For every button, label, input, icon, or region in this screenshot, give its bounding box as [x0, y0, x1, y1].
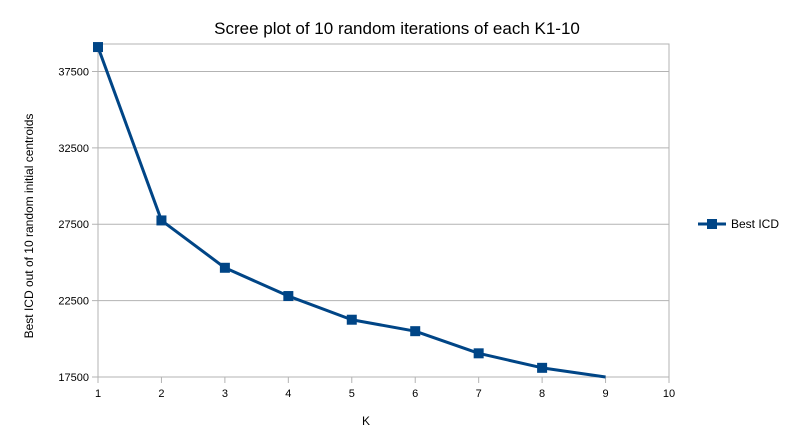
- x-tick-label: 5: [349, 388, 355, 400]
- plot-area-border: [97, 43, 670, 378]
- data-point-marker: [156, 215, 167, 226]
- x-tick-label: 8: [539, 388, 545, 400]
- legend: Best ICD: [698, 217, 779, 231]
- data-point-marker: [346, 314, 357, 325]
- y-axis-label: Best ICD out of 10 random initial centro…: [22, 114, 36, 339]
- series-best-icd: [93, 42, 606, 379]
- x-tick-label: 3: [222, 388, 228, 400]
- x-tick-label: 6: [412, 388, 418, 400]
- data-point-marker: [219, 262, 230, 273]
- data-point-marker: [537, 362, 548, 373]
- data-point-marker: [283, 291, 294, 302]
- y-tick-label: 17500: [58, 372, 89, 384]
- x-axis-ticks: 1 2 3 4 5 6 7 8 9 10: [95, 377, 675, 400]
- x-tick-label: 4: [285, 388, 291, 400]
- legend-label-best-icd: Best ICD: [731, 217, 779, 231]
- x-axis-label: K: [362, 414, 370, 428]
- y-tick-label: 37500: [58, 66, 89, 78]
- data-point-marker: [410, 326, 421, 337]
- data-point-marker: [93, 42, 103, 53]
- x-tick-label: 9: [602, 388, 608, 400]
- x-tick-label: 1: [95, 388, 101, 400]
- x-tick-label: 7: [476, 388, 482, 400]
- legend-marker: [707, 219, 717, 229]
- x-tick-label: 10: [663, 388, 675, 400]
- y-tick-label: 22500: [58, 296, 89, 308]
- x-tick-label: 2: [158, 388, 164, 400]
- chart-title: Scree plot of 10 random iterations of ea…: [214, 19, 580, 38]
- data-point-marker: [473, 348, 484, 359]
- y-tick-label: 32500: [58, 143, 89, 155]
- y-axis-ticks: 17500 22500 27500 32500 37500: [58, 66, 98, 384]
- y-tick-label: 27500: [58, 219, 89, 231]
